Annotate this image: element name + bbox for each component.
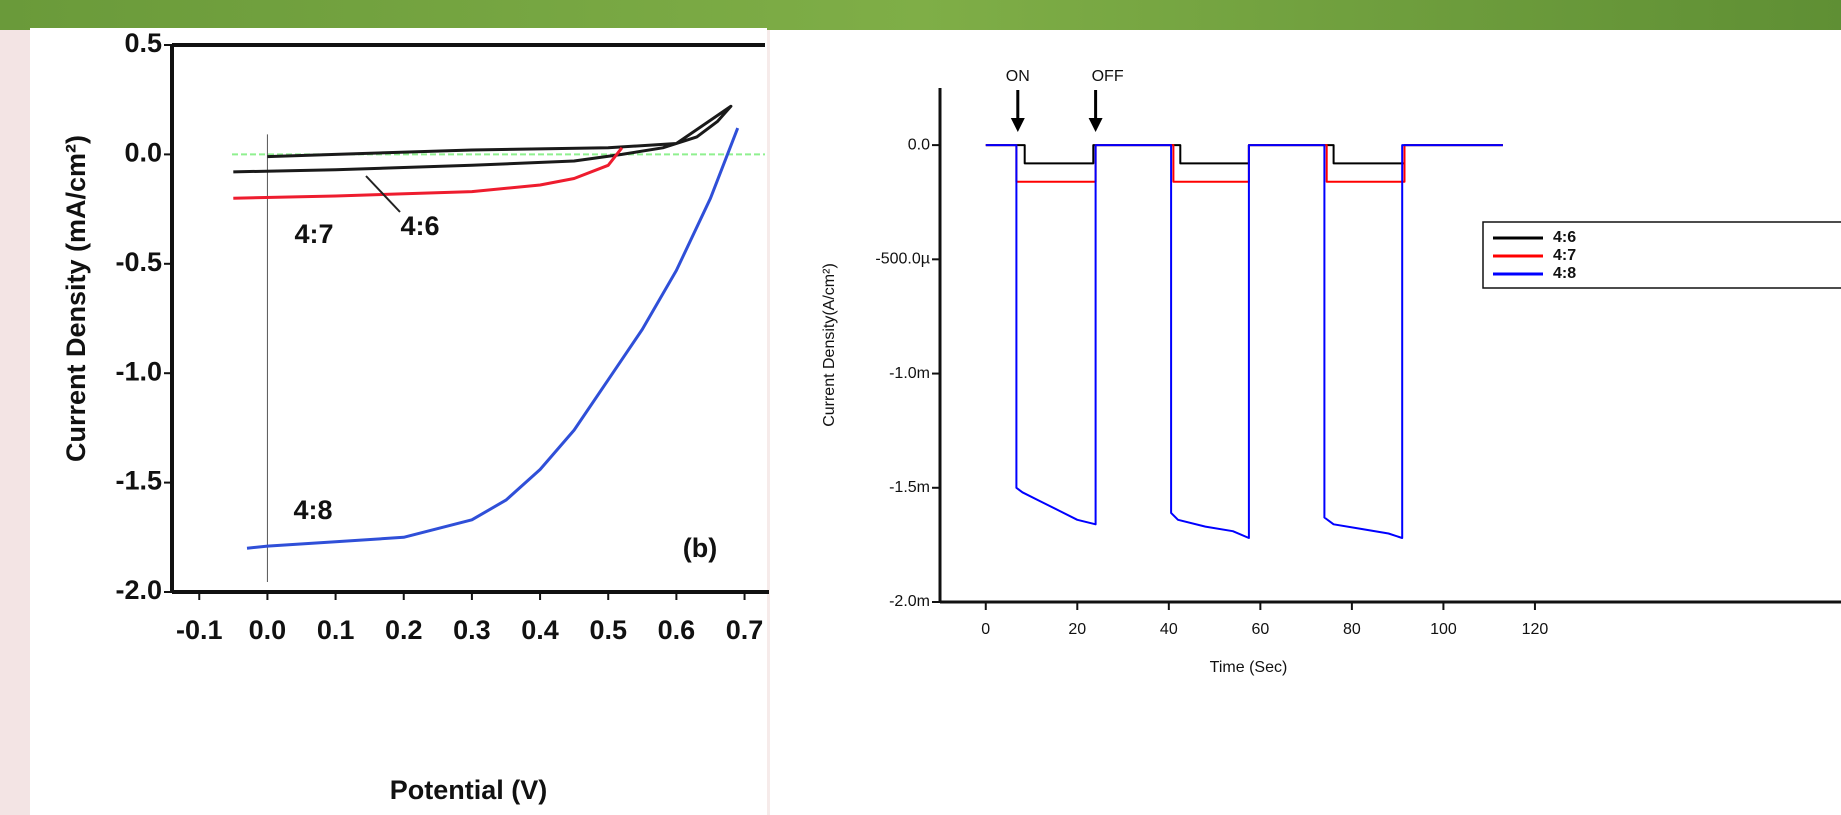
arrow-head [1088,118,1103,132]
x-tick-label: 120 [1522,621,1549,638]
chart-left: 0.5 0.0 -0.5 -1.0 -1.5 -2.0 -0.1 0.0 0.1 0.2 0.3 0.… [61,28,769,805]
data-line [246,127,740,550]
y-tick-label: -0.5 [115,247,162,277]
legend-label: 4:8 [1553,265,1576,282]
x-tick-label: 80 [1343,621,1361,638]
label-pointer [365,175,401,213]
x-tick-label: 0.4 [521,615,559,645]
x-tick-label: -0.1 [176,615,223,645]
data-line [985,144,1503,165]
series-label: 4:7 [294,219,333,249]
x-tick-label: 40 [1160,621,1178,638]
x-axis-title: Potential (V) [390,775,548,805]
x-tick-label: 0 [981,621,990,638]
y-tick-label: -2.0m [889,593,930,610]
y-tick-label: -1.5m [889,479,930,496]
x-tick-label: 0.2 [385,615,423,645]
y-tick-label: -1.0 [115,356,162,386]
banner [0,0,1841,30]
x-tick-label: 0.7 [726,615,764,645]
annotation: ON [1006,68,1030,85]
right-panel [770,30,1841,815]
y-axis-title: Current Density (mA/cm²) [61,135,91,462]
x-tick-label: 100 [1430,621,1457,638]
data-line [233,104,733,174]
legend-label: 4:6 [1553,229,1576,246]
x-tick-label: 0.5 [589,615,627,645]
y-tick-label: -500.0µ [875,251,930,268]
x-tick-label: 60 [1251,621,1269,638]
data-line [985,144,1503,183]
annotation: (b) [683,533,717,563]
x-tick-label: 0.0 [249,615,287,645]
x-tick-label: 0.1 [317,615,355,645]
y-tick-label: 0.5 [124,28,162,58]
y-tick-label: -1.0m [889,365,930,382]
x-tick-label: 20 [1068,621,1086,638]
y-axis-title: Current Density(A/cm²) [821,263,838,427]
left-panel [30,28,767,815]
y-tick-label: -1.5 [115,466,162,496]
annotation: OFF [1092,68,1124,85]
data-line [233,146,624,200]
data-line [985,144,1503,539]
y-tick-label: 0.0 [124,138,162,168]
y-tick-label: -2.0 [115,575,162,605]
x-tick-label: 0.3 [453,615,491,645]
arrow-head [1010,118,1025,132]
legend-label: 4:7 [1553,247,1576,264]
chart-right: 0.0 -500.0µ -1.0m -1.5m -2.0m 0 20 40 60 80 100 120… [821,68,1841,676]
series-label: 4:8 [293,495,332,525]
series-label: 4:6 [400,211,439,241]
x-tick-label: 0.6 [658,615,696,645]
y-tick-label: 0.0 [908,136,930,153]
x-axis-title: Time (Sec) [1210,659,1288,676]
